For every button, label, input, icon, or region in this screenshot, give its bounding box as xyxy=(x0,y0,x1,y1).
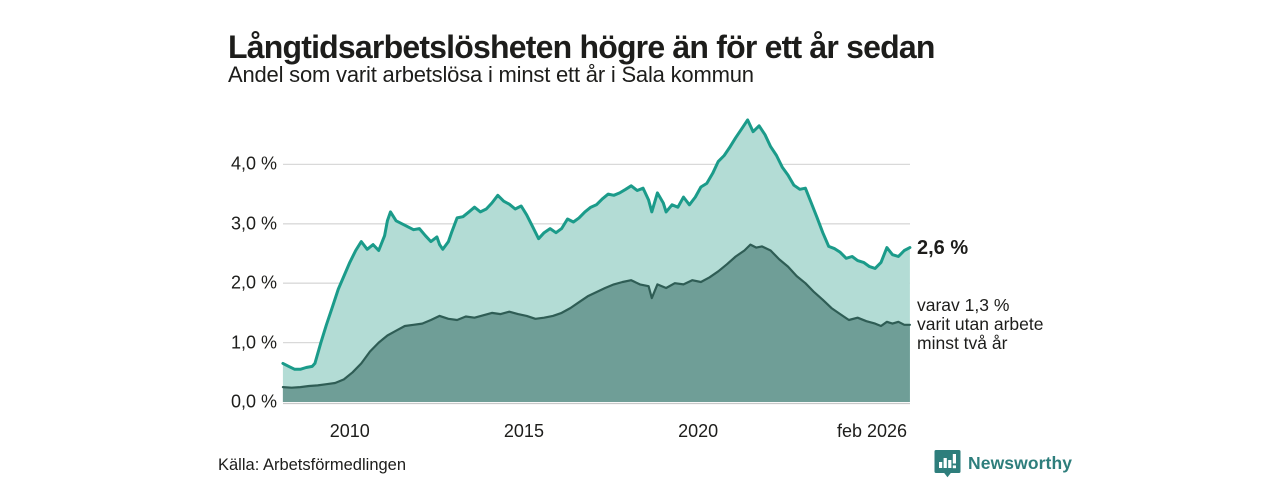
logo-bar-3 xyxy=(948,460,952,468)
logo-exclaim-dot xyxy=(952,465,956,469)
logo-bar-1 xyxy=(939,462,943,468)
x-tick-label: feb 2026 xyxy=(836,421,908,441)
y-tick-label: 1,0 % xyxy=(230,332,277,353)
y-tick-label: 0,0 % xyxy=(230,391,277,412)
y-tick-label: 3,0 % xyxy=(230,213,277,234)
newsworthy-logo[interactable]: Newsworthy xyxy=(934,449,1072,478)
latest-value-label: 2,6 % xyxy=(917,236,969,259)
series-line-1 xyxy=(281,118,912,371)
x-tick-label: 2020 xyxy=(678,421,719,441)
logo-exclaim-stem xyxy=(952,454,956,464)
subseries-annotation-line1: varav 1,3 % xyxy=(917,294,1010,315)
subseries-annotation-line2: varit utan arbete xyxy=(917,313,1044,334)
x-tick-label: 2010 xyxy=(329,421,370,441)
newsworthy-logo-icon xyxy=(934,450,961,478)
chart-title: Långtidsarbetslösheten högre än för ett … xyxy=(228,29,935,66)
x-tick-label: 2015 xyxy=(503,421,544,441)
y-tick-label: 2,0 % xyxy=(230,272,277,293)
newsworthy-logo-text: Newsworthy xyxy=(968,453,1073,473)
subseries-annotation: varav 1,3 % varit utan arbete minst två … xyxy=(917,294,1044,353)
logo-bar-2 xyxy=(943,458,947,468)
logo-bubble xyxy=(934,450,961,478)
chart-subtitle: Andel som varit arbetslösa i minst ett å… xyxy=(228,62,754,87)
series-line-2 xyxy=(281,243,911,389)
source-caption: Källa: Arbetsförmedlingen xyxy=(218,456,407,474)
subseries-annotation-line3: minst två år xyxy=(917,332,1008,353)
y-tick-label: 4,0 % xyxy=(230,153,277,174)
series-area-2 xyxy=(282,244,910,402)
